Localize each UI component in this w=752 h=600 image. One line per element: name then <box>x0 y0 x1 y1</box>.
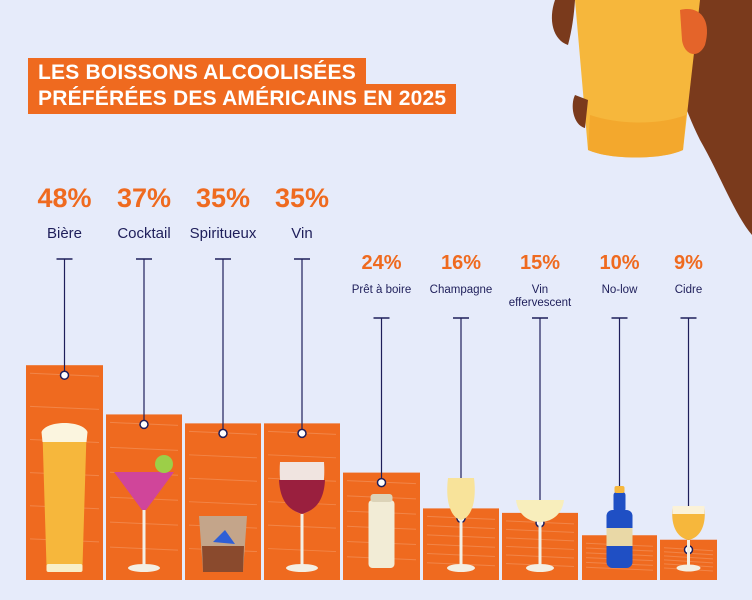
beer-glass-icon <box>41 423 88 572</box>
bottle-icon <box>606 486 633 568</box>
category-label: No-low <box>601 284 638 296</box>
data-label: 37% <box>116 183 172 213</box>
wine-glass-icon <box>279 462 325 572</box>
whisky-glass-icon <box>199 516 247 572</box>
category-label: Vin effervescent <box>508 284 572 310</box>
category-label: Spiritueux <box>189 225 257 242</box>
data-label: 48% <box>37 183 92 213</box>
data-label: 24% <box>361 252 402 274</box>
data-label: 35% <box>195 183 251 213</box>
category-label: Vin <box>291 225 313 242</box>
leader-dot <box>218 428 228 439</box>
hand-holding-beer-icon <box>551 0 752 235</box>
data-label: 10% <box>599 252 640 274</box>
category-label: Prêt à boire <box>351 284 412 296</box>
data-label: 35% <box>274 183 330 213</box>
category-label: Cidre <box>674 284 703 296</box>
cider-glass-icon <box>672 506 705 572</box>
leader-dot <box>297 428 307 439</box>
data-label: 9% <box>674 252 703 274</box>
data-label: 16% <box>440 252 482 274</box>
chart-title-line-1: LES BOISSONS ALCOOLISÉES <box>28 58 366 88</box>
leader-dot <box>59 370 70 380</box>
leader-dot <box>139 419 149 430</box>
chart-title-line-2: PRÉFÉRÉES DES AMÉRICAINS EN 2025 <box>28 84 457 114</box>
category-label: Cocktail <box>117 225 171 242</box>
leader-dot <box>376 477 387 488</box>
can-icon <box>368 494 395 568</box>
data-label: 15% <box>519 252 561 274</box>
champagne-flute-icon <box>447 478 475 572</box>
category-label: Champagne <box>429 284 493 296</box>
cocktail-glass-icon <box>114 455 174 572</box>
coupe-glass-icon <box>516 500 564 572</box>
category-label: Bière <box>46 225 83 242</box>
